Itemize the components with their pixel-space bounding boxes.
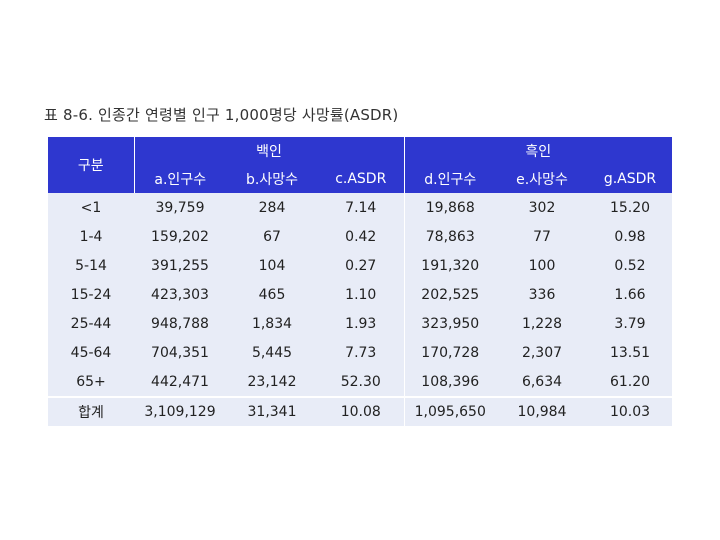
total-white-asdr-cell: 10.08 [318,396,405,426]
total-black-population-cell: 1,095,650 [404,396,496,426]
black-population-cell: 202,525 [404,280,496,309]
black-asdr-cell: 61.20 [588,367,673,397]
black-deaths-cell: 6,634 [496,367,588,397]
table-row: 65+ 442,471 23,142 52.30 108,396 6,634 6… [48,367,673,397]
white-population-cell: 704,351 [134,338,226,367]
white-asdr-cell: 7.73 [318,338,405,367]
header-col-white-population: a.인구수 [134,165,226,193]
white-population-cell: 423,303 [134,280,226,309]
header-col-white-deaths: b.사망수 [226,165,318,193]
black-asdr-cell: 3.79 [588,309,673,338]
black-deaths-cell: 77 [496,222,588,251]
black-population-cell: 78,863 [404,222,496,251]
white-population-cell: 391,255 [134,251,226,280]
white-deaths-cell: 284 [226,193,318,222]
black-asdr-cell: 1.66 [588,280,673,309]
black-asdr-cell: 0.98 [588,222,673,251]
black-deaths-cell: 336 [496,280,588,309]
black-population-cell: 19,868 [404,193,496,222]
header-col-black-deaths: e.사망수 [496,165,588,193]
header-col-white-asdr: c.ASDR [318,165,405,193]
white-population-cell: 159,202 [134,222,226,251]
white-asdr-cell: 0.27 [318,251,405,280]
table-row: 5-14 391,255 104 0.27 191,320 100 0.52 [48,251,673,280]
white-asdr-cell: 52.30 [318,367,405,397]
header-group-black: 흑인 [404,137,673,165]
age-group-cell: 1-4 [48,222,134,251]
asdr-table-container: 구분 백인 흑인 a.인구수 b.사망수 c.ASDR d.인구수 e.사망수 … [48,137,673,426]
white-deaths-cell: 5,445 [226,338,318,367]
table-row: <1 39,759 284 7.14 19,868 302 15.20 [48,193,673,222]
table-row: 45-64 704,351 5,445 7.73 170,728 2,307 1… [48,338,673,367]
black-population-cell: 108,396 [404,367,496,397]
total-black-asdr-cell: 10.03 [588,396,673,426]
black-population-cell: 323,950 [404,309,496,338]
white-asdr-cell: 7.14 [318,193,405,222]
black-deaths-cell: 302 [496,193,588,222]
black-population-cell: 191,320 [404,251,496,280]
age-group-cell: 15-24 [48,280,134,309]
header-col-black-population: d.인구수 [404,165,496,193]
white-deaths-cell: 67 [226,222,318,251]
age-group-cell: 25-44 [48,309,134,338]
white-asdr-cell: 1.93 [318,309,405,338]
header-group-row: 구분 백인 흑인 [48,137,673,193]
black-asdr-cell: 13.51 [588,338,673,367]
age-group-cell: 45-64 [48,338,134,367]
table-caption: 표 8-6. 인종간 연령별 인구 1,000명당 사망률(ASDR) [44,106,399,124]
header-group-white: 백인 [134,137,405,165]
white-deaths-cell: 465 [226,280,318,309]
white-asdr-cell: 1.10 [318,280,405,309]
black-deaths-cell: 2,307 [496,338,588,367]
total-row: 합계 3,109,129 31,341 10.08 1,095,650 10,9… [48,396,673,426]
black-deaths-cell: 1,228 [496,309,588,338]
total-white-deaths-cell: 31,341 [226,396,318,426]
age-group-cell: <1 [48,193,134,222]
header-column-row: a.인구수 b.사망수 c.ASDR d.인구수 e.사망수 g.ASDR [48,165,673,193]
white-population-cell: 442,471 [134,367,226,397]
asdr-table: 구분 백인 흑인 a.인구수 b.사망수 c.ASDR d.인구수 e.사망수 … [48,137,673,426]
table-row: 25-44 948,788 1,834 1.93 323,950 1,228 3… [48,309,673,338]
black-population-cell: 170,728 [404,338,496,367]
black-asdr-cell: 15.20 [588,193,673,222]
table-row: 15-24 423,303 465 1.10 202,525 336 1.66 [48,280,673,309]
age-group-cell: 5-14 [48,251,134,280]
table-row: 1-4 159,202 67 0.42 78,863 77 0.98 [48,222,673,251]
white-deaths-cell: 1,834 [226,309,318,338]
white-asdr-cell: 0.42 [318,222,405,251]
total-black-deaths-cell: 10,984 [496,396,588,426]
white-population-cell: 948,788 [134,309,226,338]
age-group-cell: 65+ [48,367,134,397]
black-deaths-cell: 100 [496,251,588,280]
black-asdr-cell: 0.52 [588,251,673,280]
total-label-cell: 합계 [48,396,134,426]
white-deaths-cell: 23,142 [226,367,318,397]
total-white-population-cell: 3,109,129 [134,396,226,426]
white-population-cell: 39,759 [134,193,226,222]
white-deaths-cell: 104 [226,251,318,280]
header-col-black-asdr: g.ASDR [588,165,673,193]
header-gubun: 구분 [48,137,135,193]
